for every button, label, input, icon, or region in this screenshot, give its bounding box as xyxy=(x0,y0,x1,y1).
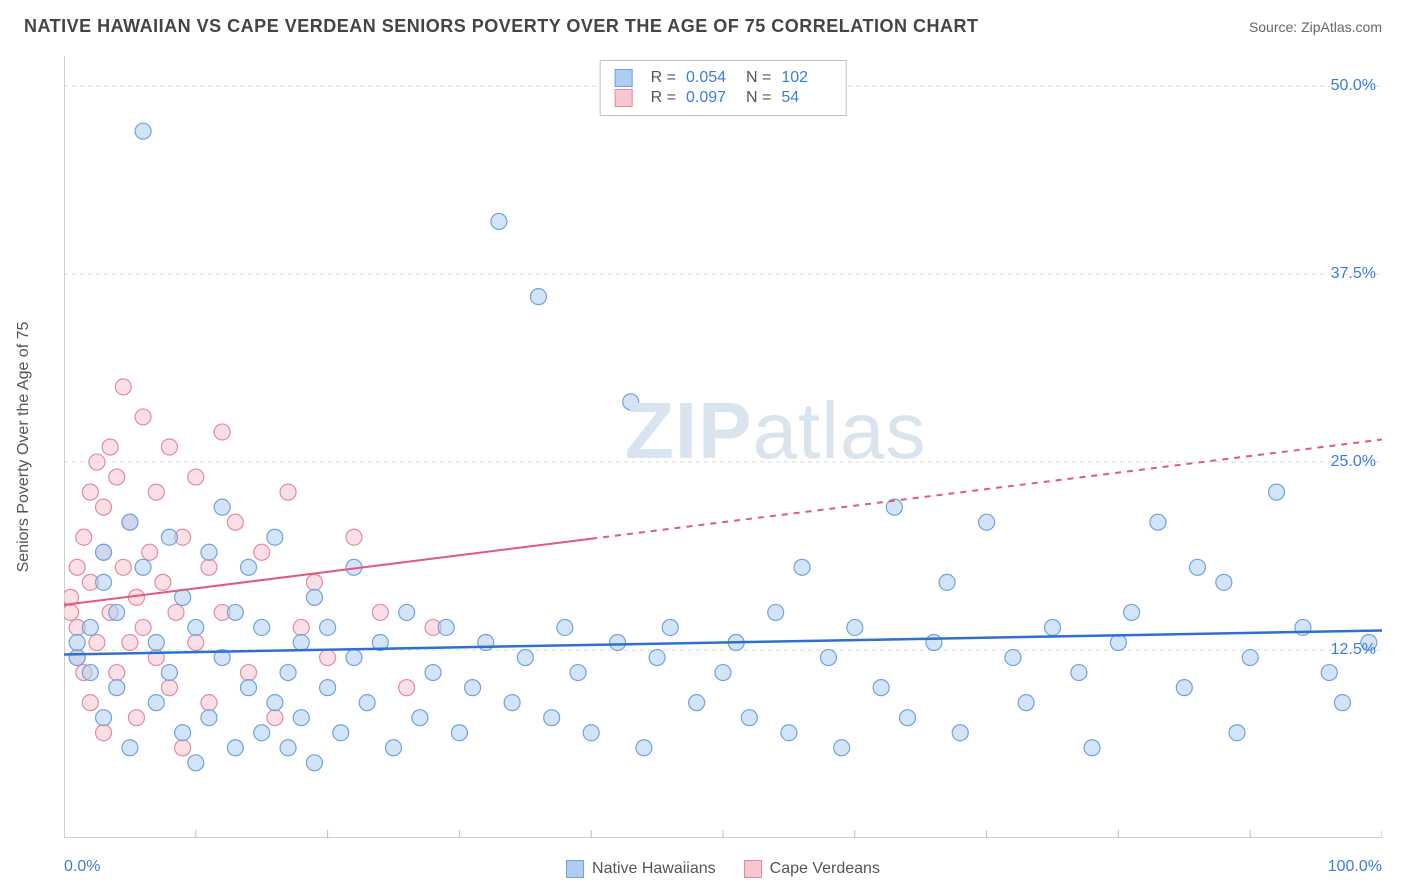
source-name: ZipAtlas.com xyxy=(1301,19,1382,35)
legend-label-capeverdean: Cape Verdeans xyxy=(770,860,880,878)
legend-item-capeverdean: Cape Verdeans xyxy=(744,860,880,878)
r-value-capeverdean: 0.097 xyxy=(686,89,736,107)
y-tick-label: 50.0% xyxy=(1331,77,1376,95)
x-axis-min-label: 0.0% xyxy=(64,858,100,876)
x-axis-max-label: 100.0% xyxy=(1328,858,1382,876)
n-label-2: N = xyxy=(746,89,771,107)
r-label-2: R = xyxy=(651,89,676,107)
y-tick-label: 25.0% xyxy=(1331,453,1376,471)
legend-swatch-hawaiian-icon xyxy=(566,860,584,878)
chart-title: NATIVE HAWAIIAN VS CAPE VERDEAN SENIORS … xyxy=(24,16,978,37)
legend-label-hawaiian: Native Hawaiians xyxy=(592,860,716,878)
n-label: N = xyxy=(746,69,771,87)
stats-row-capeverdean: R = 0.097 N = 54 xyxy=(615,89,832,107)
plot-svg xyxy=(64,56,1382,838)
y-tick-label: 12.5% xyxy=(1331,641,1376,659)
r-label: R = xyxy=(651,69,676,87)
r-value-hawaiian: 0.054 xyxy=(686,69,736,87)
legend-swatch-capeverdean-icon xyxy=(744,860,762,878)
n-value-hawaiian: 102 xyxy=(781,69,831,87)
source-prefix: Source: xyxy=(1249,19,1301,35)
chart-header: NATIVE HAWAIIAN VS CAPE VERDEAN SENIORS … xyxy=(0,0,1406,45)
scatter-plot: ZIPatlas R = 0.054 N = 102 R = 0.097 N =… xyxy=(64,56,1382,838)
plot-container: Seniors Poverty Over the Age of 75 ZIPat… xyxy=(48,56,1382,838)
source-attribution: Source: ZipAtlas.com xyxy=(1249,19,1382,35)
swatch-hawaiian-icon xyxy=(615,69,633,87)
series-legend: Native Hawaiians Cape Verdeans xyxy=(566,860,880,878)
swatch-capeverdean-icon xyxy=(615,89,633,107)
stats-row-hawaiian: R = 0.054 N = 102 xyxy=(615,69,832,87)
n-value-capeverdean: 54 xyxy=(781,89,831,107)
x-axis-area: 0.0% Native Hawaiians Cape Verdeans 100.… xyxy=(64,844,1382,884)
y-axis-label: Seniors Poverty Over the Age of 75 xyxy=(15,322,33,573)
stats-legend: R = 0.054 N = 102 R = 0.097 N = 54 xyxy=(600,60,847,116)
legend-item-hawaiian: Native Hawaiians xyxy=(566,860,716,878)
y-tick-label: 37.5% xyxy=(1331,265,1376,283)
